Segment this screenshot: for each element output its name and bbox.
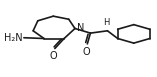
- Text: O: O: [49, 51, 57, 61]
- Text: O: O: [83, 47, 90, 57]
- Text: H₂N: H₂N: [4, 33, 23, 43]
- Text: H: H: [103, 18, 110, 27]
- Text: N: N: [76, 23, 84, 33]
